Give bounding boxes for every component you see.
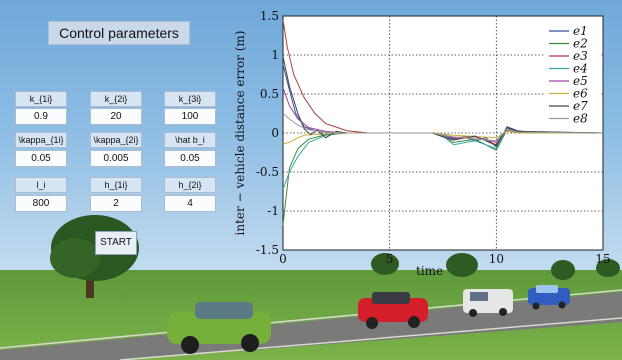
param-input-k3[interactable]: 100	[164, 108, 216, 125]
x-axis-label: time	[416, 264, 444, 278]
car-white-van	[463, 289, 513, 317]
param-input-kappa1[interactable]: 0.05	[15, 150, 67, 167]
car-red	[358, 292, 428, 329]
param-input-k2[interactable]: 20	[90, 108, 142, 125]
legend-label-e3: e3	[573, 49, 588, 63]
car-green	[167, 302, 271, 354]
legend-label-e8: e8	[573, 112, 588, 126]
param-label-kappa2: \kappa_{2i}	[90, 132, 142, 148]
distant-tree	[446, 253, 478, 277]
distant-tree	[551, 260, 575, 280]
legend-label-e4: e4	[573, 62, 588, 76]
y-tick-label: -0.5	[256, 165, 279, 179]
y-tick-label: 0	[271, 126, 279, 140]
param-label-h2: h_{2i}	[164, 177, 216, 193]
y-tick-label: -1.5	[256, 243, 279, 257]
y-tick-label: -1	[267, 204, 279, 218]
car-blue	[528, 285, 570, 310]
x-tick-label: 5	[386, 252, 394, 266]
legend-label-e5: e5	[573, 74, 588, 88]
param-label-h1: h_{1i}	[90, 177, 142, 193]
x-tick-label: 0	[279, 252, 287, 266]
y-axis-label: inter − vehicle distance error (m)	[233, 31, 247, 236]
series-line-e8	[282, 113, 604, 142]
panel-title: Control parameters	[48, 21, 190, 45]
x-tick-label: 15	[595, 252, 610, 266]
param-label-l: l_i	[15, 177, 67, 193]
legend-label-e1: e1	[573, 24, 588, 38]
param-label-k1: k_{1i}	[15, 91, 67, 107]
legend-label-e6: e6	[573, 87, 588, 101]
param-input-bhat[interactable]: 0.05	[164, 150, 216, 167]
param-label-kappa1: \kappa_{1i}	[15, 132, 67, 148]
y-tick-label: 1.5	[260, 9, 279, 23]
param-input-h1[interactable]: 2	[90, 195, 142, 212]
x-tick-label: 10	[489, 252, 504, 266]
param-input-kappa2[interactable]: 0.005	[90, 150, 142, 167]
legend-label-e7: e7	[573, 99, 588, 113]
legend-label-e2: e2	[573, 37, 588, 51]
y-tick-label: 1	[271, 48, 279, 62]
param-label-bhat: \hat b_i	[164, 132, 216, 148]
tree	[50, 215, 139, 298]
error-plot: 0 5 10 15 1.5 1 0.5 0 -0.5 -1 -1.5 inter − vehicle …	[233, 9, 611, 266]
param-input-k1[interactable]: 0.9	[15, 108, 67, 125]
legend-box	[544, 21, 600, 129]
param-label-k2: k_{2i}	[90, 91, 142, 107]
param-label-k3: k_{3i}	[164, 91, 216, 107]
param-input-l[interactable]: 800	[15, 195, 67, 212]
start-button[interactable]: START	[95, 231, 137, 255]
distant-tree	[596, 259, 620, 277]
distant-tree	[371, 253, 399, 275]
param-input-h2[interactable]: 4	[164, 195, 216, 212]
y-tick-label: 0.5	[260, 87, 279, 101]
